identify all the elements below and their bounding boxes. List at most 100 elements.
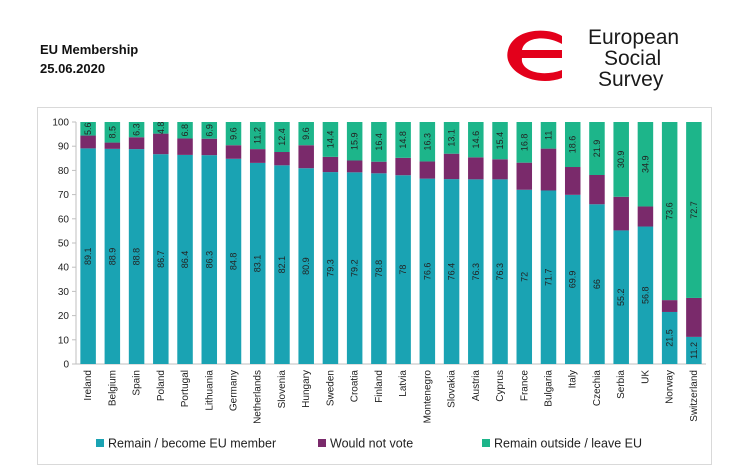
bar-segment xyxy=(371,173,387,364)
bar-segment xyxy=(395,157,411,176)
bar-segment xyxy=(492,179,508,364)
y-tick-label: 10 xyxy=(58,335,70,346)
data-label: 16.4 xyxy=(374,133,384,151)
data-label: 13.1 xyxy=(447,129,457,147)
bar-segment xyxy=(177,138,193,155)
data-label: 89.1 xyxy=(83,247,93,265)
bar-segment xyxy=(104,142,121,149)
bar-segment xyxy=(589,122,605,175)
data-label: 72 xyxy=(519,272,529,282)
x-tick-label: Cyprus xyxy=(495,370,506,402)
bar-segment xyxy=(128,122,145,138)
data-label: 76.6 xyxy=(422,263,432,281)
data-label: 16.3 xyxy=(422,133,432,151)
y-tick-label: 80 xyxy=(58,166,70,177)
bar-segment xyxy=(128,149,145,364)
y-tick-label: 50 xyxy=(58,239,70,250)
bar-segment xyxy=(492,159,508,180)
data-label: 34.9 xyxy=(640,155,650,173)
data-label: 9.6 xyxy=(229,127,239,140)
x-tick-label: Switzerland xyxy=(689,370,700,422)
data-label: 79.2 xyxy=(350,259,360,277)
bar-segment xyxy=(540,148,557,191)
bar-segment xyxy=(201,138,218,156)
y-tick-label: 40 xyxy=(58,263,70,274)
bar-segment xyxy=(686,297,702,337)
date-label: 25.06.2020 xyxy=(40,61,106,76)
x-tick-label: Austria xyxy=(471,370,482,402)
x-tick-label: Serbia xyxy=(616,370,627,399)
bar-segment xyxy=(249,122,266,150)
bar-segment xyxy=(661,122,678,301)
bar-segment xyxy=(419,122,436,162)
x-tick-label: Belgium xyxy=(107,370,118,406)
bar-segment xyxy=(201,155,218,364)
bar-segment xyxy=(322,156,339,173)
bar-segment xyxy=(637,226,654,364)
bar-segment xyxy=(661,300,678,312)
bar-segment xyxy=(540,190,557,364)
bar-segment xyxy=(564,122,581,168)
bar-segment xyxy=(80,148,96,364)
data-label: 83.1 xyxy=(253,255,263,273)
data-label: 14.6 xyxy=(471,131,481,149)
bar-segment xyxy=(346,160,363,173)
bar-segment xyxy=(564,167,581,195)
bar-segment xyxy=(443,153,460,180)
page-title: EU Membership xyxy=(40,42,139,57)
bar-segment xyxy=(371,122,387,162)
bar-segment xyxy=(249,162,266,364)
bar-segment xyxy=(322,172,339,364)
data-label: 15.4 xyxy=(495,132,505,150)
data-label: 73.6 xyxy=(665,202,675,220)
x-tick-label: Poland xyxy=(156,370,167,401)
data-label: 82.1 xyxy=(277,256,287,274)
bar-segment xyxy=(613,122,629,197)
logo-line-2: Social xyxy=(604,47,661,70)
data-label: 78 xyxy=(398,265,408,275)
bar-segment xyxy=(322,122,339,157)
bar-segment xyxy=(80,135,96,149)
y-tick-label: 90 xyxy=(58,142,70,153)
bar-segment xyxy=(274,152,290,166)
x-tick-label: Spain xyxy=(132,370,143,396)
bar-segment xyxy=(686,122,702,298)
y-tick-label: 70 xyxy=(58,190,70,201)
y-tick-label: 60 xyxy=(58,214,70,225)
x-tick-label: Italy xyxy=(568,370,579,388)
data-label: 21.5 xyxy=(665,329,675,347)
data-label: 4.8 xyxy=(156,122,166,135)
bar-segment xyxy=(395,122,411,158)
data-label: 79.3 xyxy=(325,259,335,277)
data-label: 6.8 xyxy=(180,124,190,137)
bar-segment xyxy=(443,122,460,154)
bar-segment xyxy=(274,165,290,364)
bar-segment xyxy=(686,336,702,364)
bar-segment xyxy=(637,122,654,207)
chart-header: EU Membership 25.06.2020 xyxy=(40,40,138,78)
y-tick-label: 20 xyxy=(58,311,70,322)
data-label: 80.9 xyxy=(301,257,311,275)
ess-logo: European Social Survey xyxy=(507,26,679,91)
data-label: 72.7 xyxy=(689,201,699,219)
bar-segment xyxy=(346,122,363,161)
bar-segment xyxy=(225,145,242,159)
bar-segment xyxy=(80,122,96,136)
data-label: 66 xyxy=(592,279,602,289)
bar-segment xyxy=(637,206,654,227)
x-tick-label: Portugal xyxy=(180,370,191,407)
data-label: 12.4 xyxy=(277,128,287,146)
x-tick-label: Hungary xyxy=(301,370,312,408)
data-label: 14.8 xyxy=(398,131,408,149)
data-label: 84.8 xyxy=(229,253,239,271)
data-label: 6.9 xyxy=(204,124,214,137)
data-label: 76.3 xyxy=(471,263,481,281)
x-tick-label: Bulgaria xyxy=(544,370,555,407)
data-label: 69.9 xyxy=(568,271,578,289)
eu-membership-chart: 0 10 20 30 40 50 60 70 80 90 100 89.1 5.6 Ireland 88.9… xyxy=(52,118,706,451)
x-tick-label: Lithuania xyxy=(204,370,215,411)
logo-line-1: European xyxy=(588,26,679,49)
data-label: 16.8 xyxy=(519,134,529,152)
data-label: 76.4 xyxy=(447,263,457,281)
x-tick-label: Croatia xyxy=(350,370,361,403)
